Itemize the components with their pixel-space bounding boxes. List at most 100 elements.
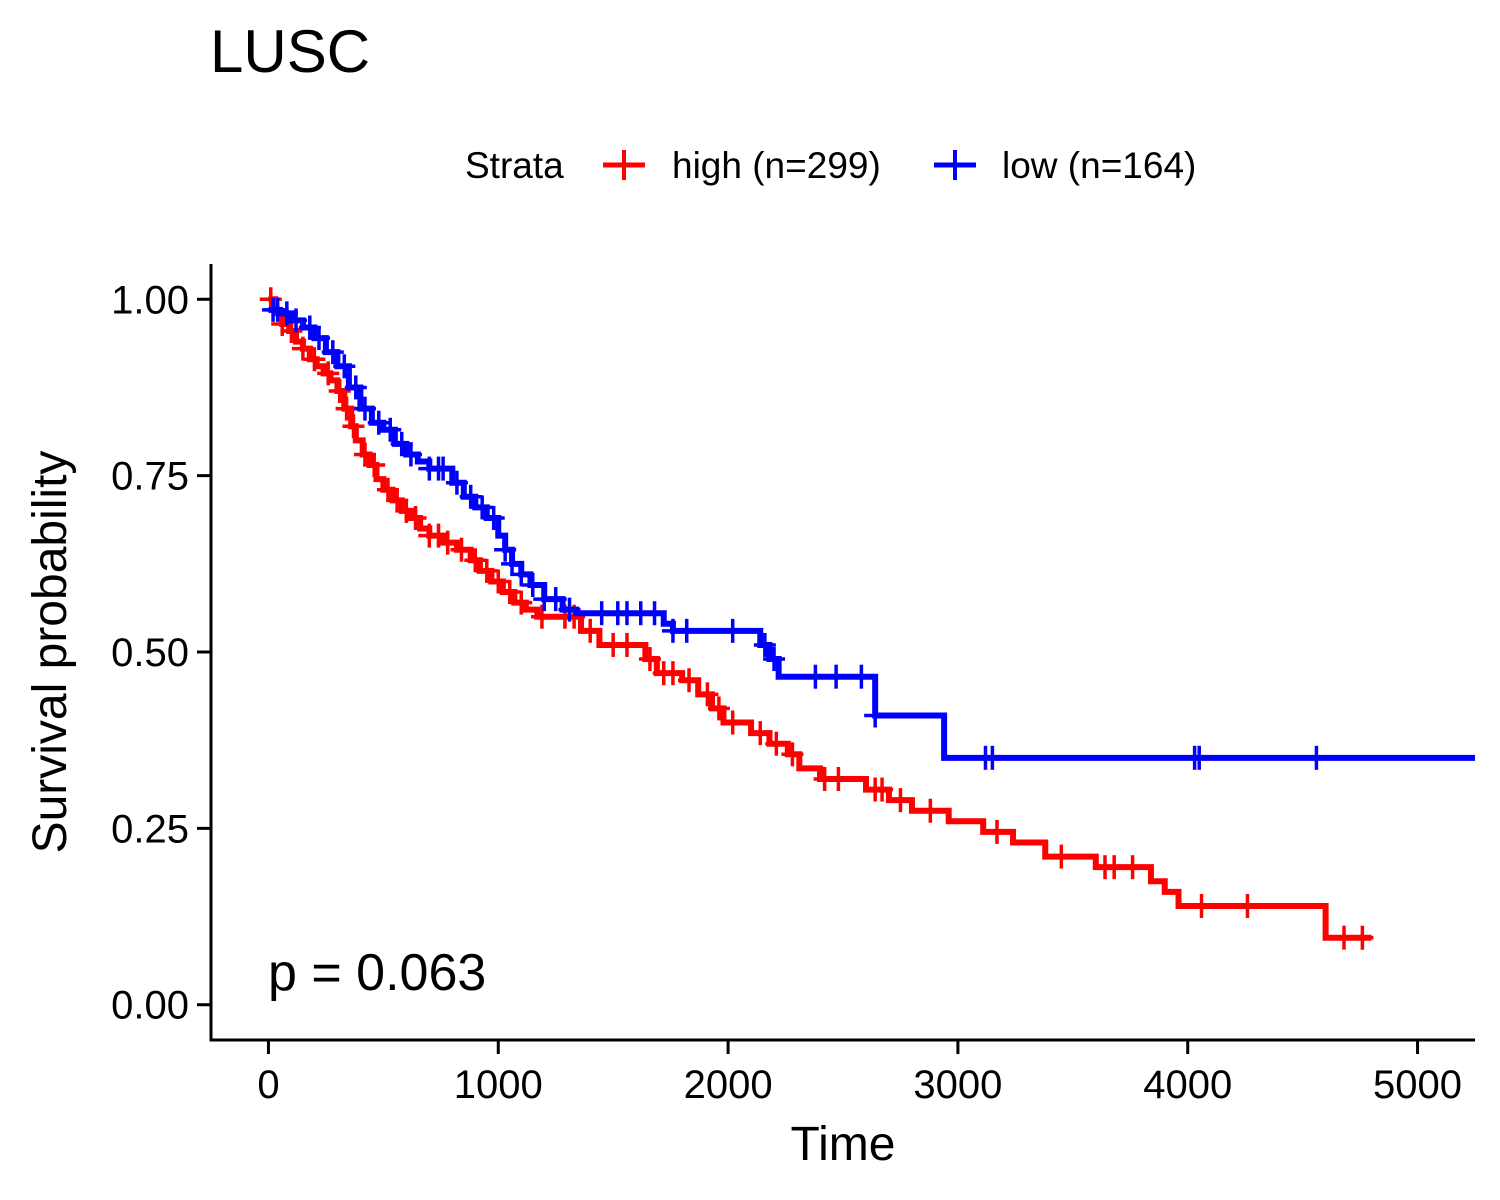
y-tick-label: 1.00: [111, 278, 189, 322]
censor-mark-high: [985, 819, 1008, 844]
y-ticks: 0.00 0.25 0.50 0.75 1.00: [111, 278, 211, 1028]
censor-mark-low: [753, 632, 776, 657]
censor-mark-low: [459, 484, 482, 509]
censor-mark-high: [781, 742, 804, 767]
censor-mark-low: [390, 431, 413, 456]
p-value-annotation: p = 0.063: [268, 944, 486, 1002]
censor-mark-high: [1236, 893, 1259, 918]
censor-mark-low: [399, 442, 422, 467]
censor-mark-low: [298, 315, 321, 340]
censor-mark-low: [763, 647, 786, 672]
censor-mark-high: [328, 378, 351, 403]
y-tick-label: 0.25: [111, 807, 189, 851]
y-axis-label: Survival probability: [24, 451, 77, 854]
x-ticks: 0 1000 2000 3000 4000 5000: [257, 1040, 1462, 1107]
x-tick-label: 1000: [454, 1063, 543, 1107]
censor-mark-high: [530, 604, 553, 629]
censor-mark-high: [749, 721, 772, 746]
censor-mark-high: [721, 710, 744, 735]
censor-mark-low: [353, 396, 376, 421]
censor-mark-high: [661, 661, 684, 686]
censor-mark-low: [510, 562, 533, 587]
censor-mark-low: [445, 470, 468, 495]
censor-mark-low: [521, 572, 544, 597]
censor-mark-low: [864, 703, 887, 728]
censor-mark-high: [1333, 925, 1356, 950]
censor-mark-low: [367, 410, 390, 435]
censor-mark-low: [558, 597, 581, 622]
censor-mark-high: [404, 505, 427, 530]
censor-mark-low: [1188, 745, 1211, 770]
censor-mark-high: [363, 453, 386, 478]
censor-mark-high: [342, 414, 365, 439]
censor-mark-high: [871, 777, 894, 802]
censor-mark-low: [471, 495, 494, 520]
x-tick-label: 2000: [684, 1063, 773, 1107]
x-axis-label: Time: [791, 1118, 896, 1171]
censor-mark-low: [981, 745, 1004, 770]
censor-mark-high: [498, 580, 521, 605]
series-high: [259, 287, 1374, 950]
censor-mark-low: [494, 537, 517, 562]
x-tick-label: 0: [257, 1063, 279, 1107]
censor-mark-low: [675, 618, 698, 643]
x-tick-label: 5000: [1373, 1063, 1462, 1107]
censor-mark-high: [765, 731, 788, 756]
censor-mark-high: [510, 590, 533, 615]
censor-mark-high: [615, 632, 638, 657]
censor-mark-low: [501, 551, 524, 576]
y-tick-label: 0.00: [111, 984, 189, 1028]
legend-label-low: low (n=164): [1002, 145, 1196, 186]
censor-mark-high: [1351, 925, 1374, 950]
censor-mark-high: [696, 682, 719, 707]
censor-mark-high: [678, 668, 701, 693]
censor-mark-high: [1190, 893, 1213, 918]
censor-mark-high: [464, 548, 487, 573]
censor-mark-high: [919, 798, 942, 823]
axes: 0 1000 2000 3000 4000 5000 0.00 0.25 0.50 0.75 1.…: [111, 264, 1475, 1107]
censor-mark-low: [344, 375, 367, 400]
censor-mark-high: [450, 537, 473, 562]
censor-mark-low: [333, 354, 356, 379]
censor-mark-high: [827, 766, 850, 791]
series-low: [262, 297, 1475, 770]
legend: Strata high (n=299) low (n=164): [465, 145, 1196, 186]
censor-mark-high: [353, 442, 376, 467]
censor-mark-low: [825, 664, 848, 689]
censor-mark-low: [432, 456, 455, 481]
censor-mark-high: [1050, 844, 1073, 869]
censor-mark-low: [482, 505, 505, 530]
x-tick-label: 3000: [913, 1063, 1002, 1107]
survival-curves: [259, 287, 1475, 950]
censor-mark-high: [291, 336, 314, 361]
censor-mark-high: [303, 347, 326, 372]
censor-mark-low: [643, 601, 666, 626]
censor-mark-low: [266, 297, 289, 322]
x-tick-label: 4000: [1143, 1063, 1232, 1107]
legend-title: Strata: [465, 145, 564, 186]
censor-mark-low: [308, 326, 331, 351]
censor-mark-low: [1305, 745, 1328, 770]
censor-mark-high: [1103, 855, 1126, 880]
censor-mark-low: [544, 587, 567, 612]
censor-mark-high: [1121, 855, 1144, 880]
censor-mark-high: [487, 569, 510, 594]
censor-mark-high: [579, 618, 602, 643]
censor-mark-low: [285, 308, 308, 333]
censor-mark-high: [436, 530, 459, 555]
censor-mark-high: [475, 558, 498, 583]
censor-mark-high: [386, 488, 409, 513]
censor-mark-high: [376, 477, 399, 502]
censor-mark-high: [707, 696, 730, 721]
survival-curve-high: [268, 296, 1372, 941]
y-tick-label: 0.50: [111, 631, 189, 675]
y-tick-label: 0.75: [111, 455, 189, 499]
censor-mark-high: [335, 396, 358, 421]
censor-mark-high: [317, 361, 340, 386]
chart-title: LUSC: [210, 18, 370, 85]
censor-mark-high: [889, 788, 912, 813]
censor-mark-low: [850, 664, 873, 689]
plot-area: [259, 287, 1475, 950]
censor-mark-high: [638, 647, 661, 672]
censor-mark-low: [721, 618, 744, 643]
